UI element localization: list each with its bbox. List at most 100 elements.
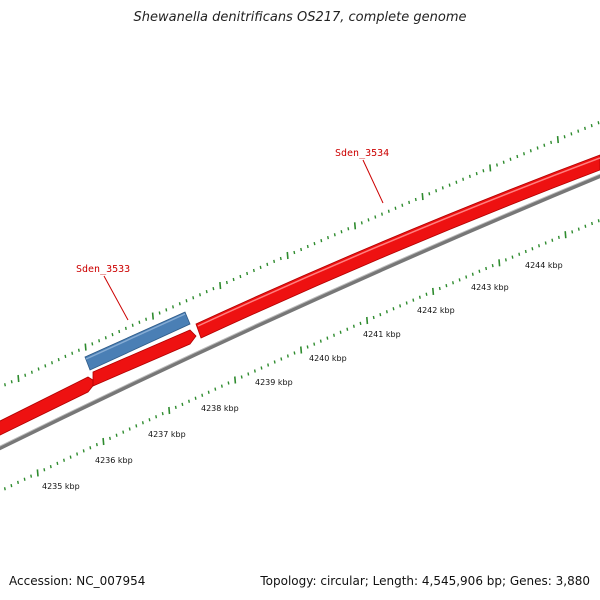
minor-tick [359, 321, 362, 326]
minor-tick [181, 402, 184, 407]
major-tick [17, 374, 20, 383]
minor-tick [445, 283, 448, 288]
minor-tick [252, 268, 255, 273]
major-tick [421, 193, 424, 201]
minor-tick [399, 304, 402, 308]
minor-tick [214, 387, 217, 391]
minor-tick [227, 381, 230, 385]
minor-tick [471, 272, 474, 276]
major-tick [556, 136, 559, 144]
minor-tick [320, 238, 323, 243]
gene-arrow-forward[interactable] [0, 376, 97, 440]
minor-tick [523, 152, 525, 156]
minor-tick [339, 330, 342, 334]
minor-tick [185, 299, 188, 303]
minor-tick [511, 255, 514, 259]
minor-tick [30, 370, 33, 374]
kbp-label: 4238 kbp [201, 404, 239, 413]
minor-tick [259, 265, 262, 270]
minor-tick [188, 399, 190, 403]
minor-tick [326, 336, 329, 340]
kbp-label: 4235 kbp [42, 482, 80, 491]
minor-tick [71, 351, 74, 355]
kbp-label: 4240 kbp [309, 354, 347, 363]
minor-tick [161, 411, 164, 416]
minor-tick [412, 298, 415, 302]
minor-tick [597, 219, 600, 223]
minor-tick [465, 275, 468, 279]
minor-tick [590, 123, 593, 128]
minor-tick [571, 230, 574, 234]
major-tick [564, 231, 567, 239]
minor-tick [240, 375, 243, 379]
minor-tick [178, 302, 181, 306]
gene-label-sden-3533-group: Sden_3533 [76, 264, 130, 321]
minor-tick [104, 336, 107, 340]
minor-tick [109, 436, 111, 441]
gene-label-sden-3533[interactable]: Sden_3533 [76, 264, 130, 275]
gene-label-sden-3534[interactable]: Sden_3534 [335, 148, 389, 159]
minor-tick [518, 252, 521, 256]
minor-tick [306, 345, 309, 349]
major-tick [102, 437, 105, 446]
minor-tick [392, 307, 395, 311]
gene-arrow-sden-3534[interactable] [195, 154, 600, 339]
minor-tick [232, 277, 235, 282]
minor-tick [563, 135, 566, 139]
major-tick [151, 312, 154, 320]
minor-tick [529, 149, 532, 153]
minor-tick [111, 332, 114, 337]
minor-tick [458, 278, 461, 282]
minor-tick [155, 415, 158, 419]
minor-tick [584, 224, 587, 228]
minor-tick [557, 235, 560, 240]
minor-tick [516, 154, 519, 159]
kbp-label: 4243 kbp [471, 283, 509, 292]
minor-tick [372, 315, 375, 320]
minor-tick [194, 396, 197, 400]
minor-tick [293, 351, 296, 355]
minor-tick [401, 203, 404, 207]
minor-tick [212, 286, 215, 291]
minor-tick [205, 289, 208, 294]
minor-tick [4, 383, 6, 387]
minor-tick [148, 418, 151, 422]
minor-tick [267, 363, 270, 367]
minor-tick [246, 271, 249, 276]
minor-tick [313, 241, 316, 246]
minor-tick [51, 361, 53, 365]
minor-tick [300, 247, 303, 252]
minor-tick [37, 367, 40, 371]
minor-tick [82, 449, 85, 453]
gene-arrow-sden-3533[interactable] [84, 311, 191, 371]
minor-tick [23, 477, 26, 481]
minor-tick [124, 326, 127, 331]
major-tick [84, 343, 87, 351]
minor-tick [3, 487, 6, 491]
minor-tick [192, 296, 195, 300]
minor-tick [452, 281, 454, 285]
minor-tick [340, 230, 343, 234]
major-tick [498, 259, 501, 267]
gene-arrow-forward[interactable] [92, 329, 197, 387]
minor-tick [69, 455, 72, 459]
minor-tick [49, 464, 52, 469]
upper-tick-track [4, 121, 600, 387]
minor-tick [387, 209, 390, 213]
minor-tick [118, 329, 121, 334]
minor-tick [455, 180, 458, 184]
minor-tick [441, 186, 444, 190]
minor-tick [502, 160, 505, 164]
major-tick [234, 376, 237, 384]
minor-tick [10, 380, 13, 384]
minor-tick [165, 308, 168, 312]
minor-tick [207, 390, 210, 394]
minor-tick [279, 256, 282, 261]
minor-tick [584, 126, 586, 131]
minor-tick [172, 305, 174, 309]
minor-tick [63, 458, 65, 462]
minor-tick [135, 424, 138, 428]
minor-tick [286, 354, 289, 358]
minor-tick [260, 366, 263, 370]
